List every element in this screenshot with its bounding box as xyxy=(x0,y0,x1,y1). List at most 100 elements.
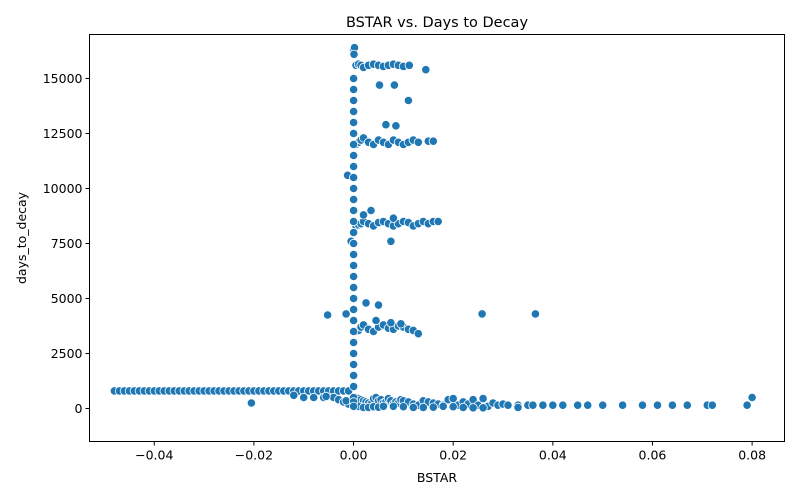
data-point xyxy=(477,309,487,319)
data-point xyxy=(378,401,388,411)
data-point xyxy=(374,80,385,90)
data-point xyxy=(348,84,359,95)
data-point xyxy=(348,370,359,381)
data-point xyxy=(413,137,423,147)
data-point xyxy=(433,216,443,227)
data-point xyxy=(348,150,359,161)
y-tick-label: 15000 xyxy=(43,71,83,86)
y-tick-label: 12500 xyxy=(43,126,83,141)
x-tick-label: 0.04 xyxy=(539,448,567,463)
data-point xyxy=(468,403,478,413)
data-point xyxy=(348,172,359,183)
data-point xyxy=(321,391,331,401)
data-point xyxy=(348,117,359,128)
x-tick-label: −0.04 xyxy=(135,448,173,463)
data-point xyxy=(348,205,359,216)
data-point xyxy=(348,381,359,392)
data-point xyxy=(348,326,359,337)
x-tick-label: 0.02 xyxy=(439,448,467,463)
data-point xyxy=(598,400,608,410)
data-point xyxy=(530,309,541,319)
data-point xyxy=(289,390,299,400)
data-point xyxy=(348,106,359,117)
data-point xyxy=(404,60,414,70)
data-point xyxy=(348,216,359,227)
data-point xyxy=(418,402,428,412)
data-point xyxy=(391,121,401,131)
x-tick-label: 0.08 xyxy=(738,448,766,463)
data-point xyxy=(371,315,381,326)
data-point xyxy=(348,128,359,139)
y-tick-label: 7500 xyxy=(51,236,83,251)
data-point xyxy=(246,398,256,408)
data-point xyxy=(348,359,359,370)
x-axis: −0.04 −0.02 0.00 0.02 0.04 0.06 0.08 xyxy=(135,441,766,463)
data-point xyxy=(348,260,359,271)
data-point xyxy=(348,95,359,106)
data-point xyxy=(348,161,359,172)
data-point xyxy=(448,402,458,412)
data-point xyxy=(348,249,359,260)
data-point xyxy=(403,95,413,106)
data-point xyxy=(389,80,399,90)
data-point xyxy=(548,400,558,410)
data-point xyxy=(682,400,692,410)
data-point xyxy=(348,139,359,150)
data-point xyxy=(348,401,359,411)
data-point xyxy=(349,49,359,59)
data-point xyxy=(428,136,438,146)
y-axis: 0 2500 5000 7500 10000 12500 15000 xyxy=(43,71,90,416)
data-point xyxy=(413,329,423,339)
data-point xyxy=(348,73,359,84)
data-point xyxy=(381,120,391,130)
data-point xyxy=(348,337,359,348)
data-point xyxy=(742,400,752,410)
data-point xyxy=(478,393,488,404)
data-point xyxy=(398,402,408,412)
data-point xyxy=(299,392,309,403)
chart-title: BSTAR vs. Days to Decay xyxy=(346,15,528,31)
data-point xyxy=(386,236,396,246)
plot-frame xyxy=(89,34,785,442)
data-point xyxy=(373,300,384,310)
data-point xyxy=(428,402,438,412)
data-point xyxy=(348,227,359,238)
y-tick-label: 2500 xyxy=(51,346,83,361)
y-axis-label: days_to_decay xyxy=(14,191,29,284)
data-point xyxy=(348,348,359,359)
data-point xyxy=(513,402,523,412)
x-tick-label: 0.06 xyxy=(639,448,667,463)
data-point xyxy=(503,400,513,410)
data-point xyxy=(396,319,406,329)
data-point xyxy=(348,304,359,315)
data-point xyxy=(348,293,359,304)
data-point xyxy=(309,392,319,403)
data-point xyxy=(747,392,757,403)
data-point xyxy=(408,402,418,412)
y-tick-label: 10000 xyxy=(43,181,83,196)
data-point xyxy=(617,400,628,410)
data-point xyxy=(348,315,359,326)
data-point xyxy=(528,400,538,410)
data-point xyxy=(388,213,398,223)
data-point xyxy=(388,401,398,411)
data-point xyxy=(667,400,678,410)
data-point xyxy=(348,238,359,249)
data-point xyxy=(583,400,593,410)
data-point xyxy=(322,310,333,320)
data-point xyxy=(366,205,376,216)
x-tick-label: −0.02 xyxy=(235,448,273,463)
data-point xyxy=(348,183,359,194)
data-point xyxy=(637,400,648,410)
x-tick-label: 0.00 xyxy=(340,448,368,463)
data-point xyxy=(348,271,359,282)
x-axis-label: BSTAR xyxy=(417,470,458,485)
data-point xyxy=(573,400,583,410)
data-point xyxy=(558,400,568,410)
data-point xyxy=(707,400,717,410)
data-point xyxy=(478,403,488,413)
data-point xyxy=(386,318,396,328)
data-point xyxy=(421,65,431,75)
